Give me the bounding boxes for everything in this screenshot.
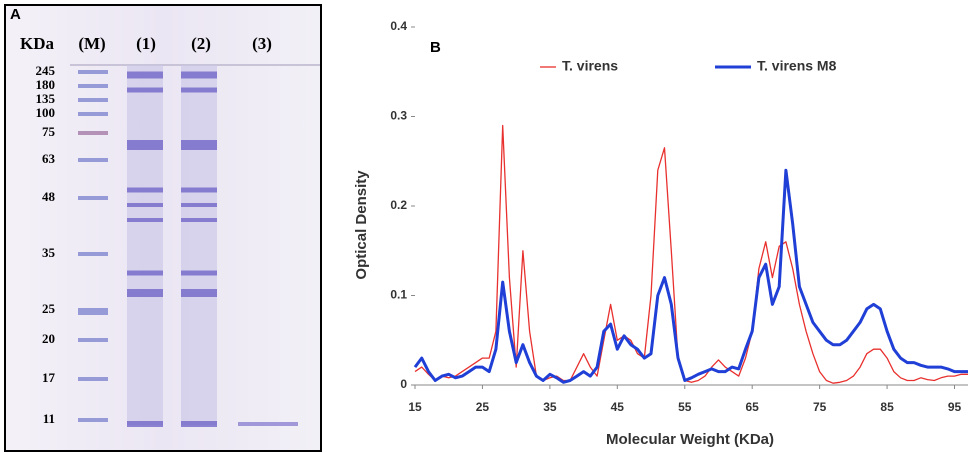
marker-label: 75 — [42, 124, 56, 139]
series-line — [413, 168, 968, 384]
marker-band — [78, 338, 108, 342]
protein-band — [181, 187, 217, 193]
marker-band — [78, 112, 108, 116]
marker-band — [78, 98, 108, 102]
protein-band — [127, 218, 163, 222]
x-tick-label: 95 — [948, 400, 962, 414]
protein-band — [181, 218, 217, 222]
x-axis-title: Molecular Weight (KDa) — [606, 431, 774, 448]
protein-band — [127, 140, 163, 150]
marker-band — [78, 418, 108, 422]
panel-label: A — [10, 6, 21, 23]
marker-label: 100 — [36, 105, 56, 120]
marker-label: 180 — [36, 77, 56, 92]
marker-band — [78, 158, 108, 162]
marker-band — [78, 377, 108, 381]
legend-label: T. virens M8 — [757, 58, 837, 74]
lane-label: (1) — [136, 34, 156, 53]
x-tick-label: 55 — [678, 400, 692, 414]
marker-label: 35 — [42, 245, 56, 260]
protein-band — [238, 422, 298, 426]
marker-band — [78, 84, 108, 88]
plot: 0 0.1 0.2 0.3 0.4 15 25 35 45 55 65 75 85 95 T. virens… — [390, 19, 968, 414]
protein-band — [181, 289, 217, 297]
protein-band — [181, 71, 217, 79]
y-tick-label: 0.2 — [390, 198, 407, 212]
x-tick-label: 45 — [611, 400, 625, 414]
marker-label: 48 — [42, 189, 56, 204]
protein-band — [127, 87, 163, 93]
protein-band — [181, 203, 217, 207]
marker-label: 25 — [42, 301, 56, 316]
protein-band — [127, 421, 163, 427]
x-tick-label: 75 — [813, 400, 827, 414]
marker-band — [78, 196, 108, 200]
y-tick-label: 0.1 — [390, 288, 407, 302]
panel-label: B — [430, 39, 441, 56]
x-tick-label: 25 — [476, 400, 490, 414]
lane-label: (3) — [252, 34, 272, 53]
protein-band — [181, 140, 217, 150]
x-tick-label: 65 — [746, 400, 760, 414]
marker-label: 11 — [43, 411, 55, 426]
protein-band — [181, 270, 217, 276]
marker-label: 63 — [42, 151, 56, 166]
lane-smear — [127, 65, 163, 425]
marker-band — [78, 70, 108, 74]
protein-band — [127, 187, 163, 193]
protein-band — [181, 421, 217, 427]
y-tick-label: 0.4 — [390, 19, 407, 33]
y-axis-title: Optical Density — [353, 170, 370, 280]
lane-label: (M) — [78, 34, 105, 53]
x-tick-label: 15 — [408, 400, 422, 414]
protein-band — [127, 289, 163, 297]
x-tick-label: 35 — [543, 400, 557, 414]
protein-band — [127, 270, 163, 276]
y-tick-label: 0 — [400, 377, 407, 391]
marker-label: 20 — [42, 331, 55, 346]
lane-smear — [181, 65, 217, 425]
y-tick-label: 0.3 — [390, 109, 407, 123]
protein-band — [127, 71, 163, 79]
marker-band — [78, 131, 108, 135]
lane-label: (2) — [191, 34, 211, 53]
marker-label: 245 — [36, 63, 56, 78]
marker-label: 135 — [36, 91, 56, 106]
marker-label: 17 — [42, 370, 56, 385]
protein-band — [181, 87, 217, 93]
unit-label: KDa — [20, 34, 55, 53]
series-line — [414, 124, 968, 384]
marker-band — [78, 252, 108, 256]
legend-label: T. virens — [562, 58, 618, 74]
marker-band — [78, 308, 108, 315]
x-tick-label: 85 — [880, 400, 894, 414]
protein-band — [127, 203, 163, 207]
